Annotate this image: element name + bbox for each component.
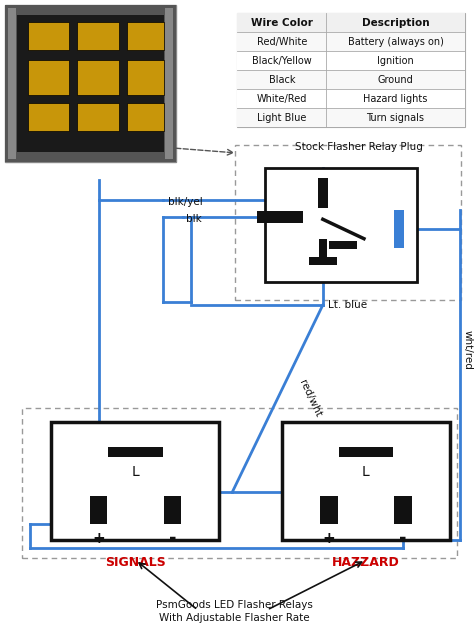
Bar	[5, 152, 176, 162]
Bar	[237, 108, 465, 127]
Bar	[329, 240, 356, 249]
Text: PsmGoods LED Flasher Relays: PsmGoods LED Flasher Relays	[156, 600, 313, 610]
Bar	[265, 168, 417, 282]
Text: Black: Black	[269, 74, 295, 85]
Bar	[5, 5, 176, 162]
Text: L: L	[132, 465, 139, 479]
Text: -: -	[399, 529, 407, 547]
Text: +: +	[322, 531, 335, 546]
Text: Turn signals: Turn signals	[366, 113, 425, 122]
Bar	[338, 447, 393, 457]
Text: Black/Yellow: Black/Yellow	[252, 56, 312, 65]
Text: HAZZARD: HAZZARD	[332, 556, 400, 569]
Bar	[77, 60, 118, 95]
Bar	[237, 13, 465, 127]
Bar	[8, 8, 16, 159]
Bar	[27, 22, 69, 50]
Text: Red/White: Red/White	[256, 37, 307, 47]
Bar	[90, 496, 108, 524]
Bar	[51, 422, 219, 540]
Bar	[127, 60, 164, 95]
Bar	[235, 145, 461, 300]
Text: +: +	[92, 531, 105, 546]
Bar	[77, 22, 118, 50]
Text: White/Red: White/Red	[256, 94, 307, 103]
Text: blk/yel: blk/yel	[168, 197, 203, 207]
Bar	[237, 13, 465, 32]
Bar	[237, 32, 465, 51]
Bar	[237, 51, 465, 70]
Text: Ground: Ground	[378, 74, 413, 85]
Bar	[165, 8, 173, 159]
Text: -: -	[169, 529, 176, 547]
Text: Stock Flasher Relay Plug: Stock Flasher Relay Plug	[295, 142, 423, 152]
Bar	[127, 103, 164, 131]
Text: red/wht: red/wht	[297, 378, 323, 419]
Bar	[237, 89, 465, 108]
Text: Lt. blue: Lt. blue	[328, 300, 367, 310]
Bar	[394, 210, 404, 248]
Bar	[27, 60, 69, 95]
Bar	[282, 422, 450, 540]
Text: L: L	[362, 465, 370, 479]
Text: Battery (always on): Battery (always on)	[347, 37, 443, 47]
Bar	[108, 447, 163, 457]
Text: Description: Description	[362, 17, 429, 28]
Text: Light Blue: Light Blue	[257, 113, 307, 122]
Bar	[257, 211, 287, 223]
Bar	[164, 5, 176, 162]
Bar	[319, 238, 327, 261]
Bar	[127, 22, 164, 50]
Bar	[318, 178, 328, 208]
Bar	[77, 103, 118, 131]
Bar	[22, 408, 457, 558]
Bar	[309, 256, 337, 265]
Text: With Adjustable Flasher Rate: With Adjustable Flasher Rate	[159, 613, 310, 623]
Text: Ignition: Ignition	[377, 56, 414, 65]
Bar	[164, 496, 182, 524]
Bar	[320, 496, 338, 524]
Bar	[5, 5, 176, 15]
Text: Hazard lights: Hazard lights	[363, 94, 428, 103]
Bar	[285, 211, 302, 223]
Bar	[237, 70, 465, 89]
Bar	[27, 103, 69, 131]
Text: blk: blk	[186, 214, 201, 224]
Text: wht/red: wht/red	[463, 330, 473, 370]
Text: SIGNALS: SIGNALS	[105, 556, 166, 569]
Text: Wire Color: Wire Color	[251, 17, 313, 28]
Bar	[5, 5, 17, 162]
Bar	[394, 496, 412, 524]
